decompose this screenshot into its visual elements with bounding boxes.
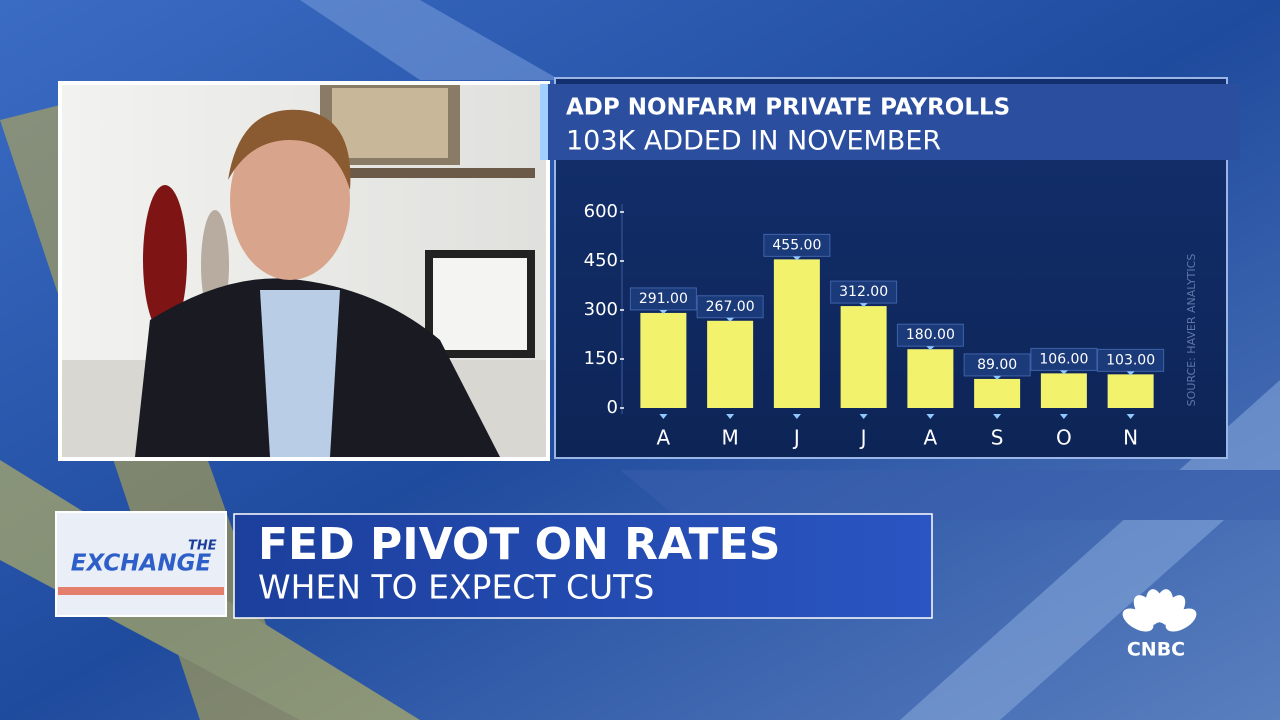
chart-subtitle: 103K ADDED IN NOVEMBER <box>566 126 941 157</box>
x-tick-pointer <box>659 414 668 419</box>
value-label: 103.00 <box>1106 352 1155 368</box>
value-label: 106.00 <box>1039 351 1088 367</box>
bar <box>1040 373 1087 408</box>
network-logo: CNBC <box>1127 639 1185 661</box>
video-feed <box>58 81 550 461</box>
x-tick-label: J <box>859 426 867 450</box>
value-label: 89.00 <box>977 357 1017 373</box>
show-logo-main: EXCHANGE <box>71 551 212 577</box>
x-tick-label: M <box>721 426 738 450</box>
x-tick-label: O <box>1056 426 1072 450</box>
lower-third <box>233 513 933 619</box>
title-bar-accent <box>540 84 548 160</box>
chart-source: SOURCE: HAVER ANALYTICS <box>1185 254 1198 407</box>
x-tick-pointer <box>926 414 935 419</box>
value-label-pointer <box>926 346 935 351</box>
chart-title: ADP NONFARM PRIVATE PAYROLLS <box>566 95 1010 121</box>
y-tick-label: 150 <box>584 348 618 369</box>
bar <box>974 378 1021 408</box>
y-tick-label: 300 <box>584 299 618 320</box>
value-label-pointer <box>993 375 1002 380</box>
bar <box>640 312 687 408</box>
value-label-pointer <box>792 256 801 261</box>
x-tick-label: A <box>924 426 938 450</box>
subhead: WHEN TO EXPECT CUTS <box>258 568 654 607</box>
x-tick-pointer <box>1059 414 1068 419</box>
x-tick-label: A <box>657 426 671 450</box>
x-tick-label: J <box>792 426 800 450</box>
value-label: 291.00 <box>639 291 688 307</box>
show-logo-stripe <box>58 587 224 595</box>
x-tick-pointer <box>993 414 1002 419</box>
x-tick-pointer <box>1126 414 1135 419</box>
value-label: 180.00 <box>906 327 955 343</box>
y-tick-label: 450 <box>584 250 618 271</box>
x-tick-label: N <box>1123 426 1138 450</box>
value-label-pointer <box>659 309 668 314</box>
value-label-pointer <box>859 303 868 308</box>
network-logo-peacock <box>1122 589 1197 632</box>
y-tick-label: 0 <box>607 397 618 418</box>
bar <box>773 259 820 408</box>
bar <box>840 306 887 408</box>
value-label-pointer <box>1126 371 1135 376</box>
x-tick-pointer <box>792 414 801 419</box>
value-label: 312.00 <box>839 284 888 300</box>
bar <box>707 320 754 408</box>
x-tick-label: S <box>991 426 1004 450</box>
x-tick-pointer <box>726 414 735 419</box>
value-label: 267.00 <box>706 299 755 315</box>
y-tick-label: 600 <box>584 201 618 222</box>
x-tick-pointer <box>859 414 868 419</box>
headline: FED PIVOT ON RATES <box>258 519 780 570</box>
value-label-pointer <box>1059 370 1068 375</box>
show-logo-box <box>55 511 227 617</box>
value-label: 455.00 <box>772 237 821 253</box>
bar <box>1107 374 1154 408</box>
bar <box>907 349 954 408</box>
show-logo-small: THE <box>188 539 217 554</box>
chart-title-bar <box>540 84 1240 160</box>
value-label-pointer <box>726 317 735 322</box>
